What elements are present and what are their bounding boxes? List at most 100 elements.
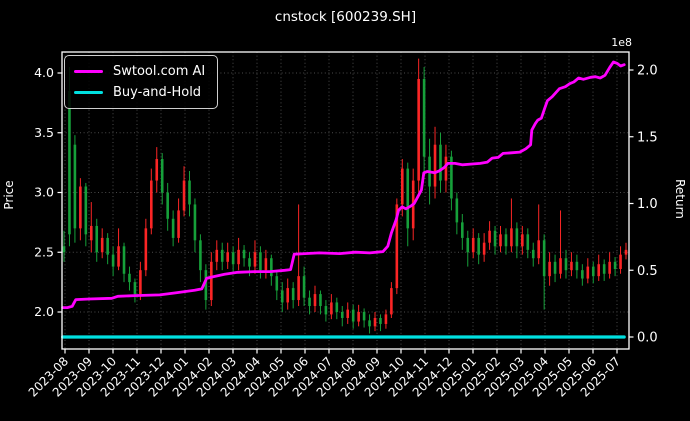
candle-body [111, 254, 115, 267]
candle-body [324, 306, 328, 315]
candle-body [570, 261, 573, 271]
candle-body [264, 258, 268, 271]
candle-body [166, 192, 169, 219]
return-tick-label: 0.5 [637, 264, 658, 279]
legend-label-hold: Buy-and-Hold [113, 85, 202, 100]
candle-body [395, 204, 399, 289]
candle-body [122, 246, 126, 274]
candle-body [89, 225, 93, 241]
candle-body [455, 198, 459, 223]
candle-body [619, 254, 622, 269]
candle-body [482, 242, 486, 255]
candle-body [128, 273, 131, 283]
candle-body [450, 156, 453, 199]
candle-body [139, 270, 142, 295]
candle-body [553, 261, 557, 274]
candle-body [95, 225, 99, 253]
candle-body [499, 234, 502, 247]
candle-body [461, 222, 464, 238]
return-tick-label: 1.0 [637, 197, 658, 212]
candle-body [444, 156, 448, 181]
candle-body [100, 237, 104, 253]
candle-body [144, 228, 148, 271]
candle-body [390, 288, 393, 315]
candle-body [335, 302, 339, 312]
return-tick-label: 2.0 [637, 64, 658, 79]
legend-item-hold: Buy-and-Hold [74, 82, 205, 103]
candle-body [400, 168, 404, 205]
chart-title: cnstock [600239.SH] [274, 9, 417, 25]
candle-body [357, 312, 360, 322]
candle-body [275, 276, 279, 291]
candle-body [379, 317, 382, 324]
candle-body [439, 144, 442, 181]
candle-body [340, 312, 344, 318]
price-tick-label: 3.0 [34, 185, 54, 200]
candle-body [302, 276, 306, 298]
candle-body [171, 218, 175, 238]
candle-body [559, 258, 562, 274]
candle-body [177, 210, 180, 238]
candle-body [537, 240, 540, 259]
candle-body [215, 249, 219, 262]
candle-body [237, 249, 240, 265]
candle-body [493, 230, 497, 247]
candle-body [510, 228, 513, 247]
candle-body [150, 180, 153, 229]
candle-body [602, 264, 606, 274]
candle-body [155, 159, 159, 181]
candle-body [308, 297, 311, 307]
candle-body [220, 249, 224, 262]
price-tick-label: 2.5 [34, 244, 54, 259]
hold-line-swatch [74, 90, 103, 95]
candle-body [291, 288, 295, 301]
candle-body [542, 240, 546, 277]
candle-body [242, 249, 246, 259]
legend-label-ai: Swtool.com AI [113, 64, 206, 79]
candle-body [531, 249, 535, 259]
candle-body [581, 270, 584, 279]
candle-body [591, 266, 595, 277]
price-axis-label: Price [2, 180, 16, 210]
ai-line-swatch [74, 69, 103, 74]
candle-body [515, 228, 519, 247]
candle-body [73, 144, 77, 229]
candle-body [231, 252, 235, 265]
candle-body [117, 246, 120, 267]
candle-body [384, 314, 388, 324]
legend-item-ai: Swtool.com AI [74, 61, 205, 82]
candle-body [433, 144, 437, 187]
price-tick-label: 4.0 [34, 65, 54, 80]
candle-body [248, 258, 251, 267]
candle-body [68, 90, 71, 235]
candle-body [362, 312, 366, 321]
candle-body [79, 186, 82, 229]
candle-body [526, 234, 530, 250]
candle-body [106, 237, 109, 255]
candle-body [160, 159, 164, 193]
return-tick-label: 0.0 [637, 331, 658, 346]
candle-body [297, 276, 300, 301]
candle-body [488, 230, 491, 243]
candle-body [564, 258, 568, 271]
candle-body [373, 317, 377, 327]
price-tick-label: 3.5 [34, 125, 54, 140]
candle-body [597, 264, 601, 277]
candle-body [346, 309, 350, 318]
candle-body [199, 240, 202, 271]
candle-body [84, 186, 88, 235]
candle-body [193, 204, 197, 241]
candle-body [406, 168, 410, 229]
ai-return-line [61, 60, 626, 310]
candle-body [253, 252, 257, 267]
candle-body [210, 261, 213, 301]
return-tick-label: 1.5 [637, 130, 658, 145]
candle-body [204, 270, 208, 301]
candle-body [548, 261, 551, 277]
candle-body [575, 261, 579, 271]
candle-body [586, 266, 590, 279]
candle-body [368, 320, 371, 327]
candle-body [182, 180, 186, 211]
candle-body [319, 294, 322, 307]
